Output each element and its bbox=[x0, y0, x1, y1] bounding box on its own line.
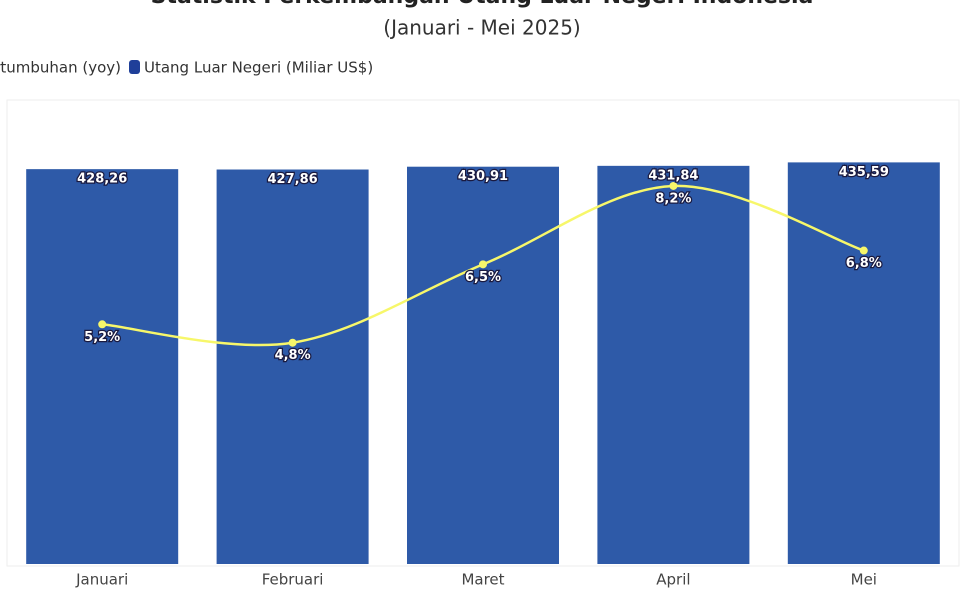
line-point bbox=[859, 246, 868, 255]
bar-value-label: 427,86 bbox=[268, 172, 318, 187]
line-point bbox=[288, 338, 297, 347]
chart-title: Statistik Perkembangan Utang Luar Negeri… bbox=[151, 0, 814, 9]
x-tick-label: Maret bbox=[461, 571, 504, 589]
chart-subtitle: (Januari - Mei 2025) bbox=[383, 16, 580, 40]
x-tick-label: April bbox=[656, 571, 690, 589]
legend-label: Utang Luar Negeri (Miliar US$) bbox=[144, 59, 373, 77]
bar bbox=[26, 169, 179, 564]
bar bbox=[407, 166, 559, 564]
bar-value-label: 431,84 bbox=[648, 168, 698, 183]
bar-value-label: 428,26 bbox=[77, 172, 127, 187]
bar bbox=[216, 169, 369, 565]
x-tick-label: Februari bbox=[262, 571, 324, 589]
line-point bbox=[669, 181, 678, 190]
line-value-label: 4,8% bbox=[275, 348, 311, 363]
line-value-label: 5,2% bbox=[84, 330, 120, 345]
bar-value-label: 435,59 bbox=[839, 165, 889, 180]
legend: Utang Luar Negeri (Miliar US$) Pertumbuha… bbox=[0, 59, 373, 77]
bar bbox=[787, 162, 940, 564]
legend-label: Pertumbuhan (yoy) bbox=[0, 59, 121, 77]
line-point bbox=[479, 260, 487, 269]
legend-swatch bbox=[129, 60, 140, 74]
line-value-label: 6,8% bbox=[846, 256, 882, 271]
bar bbox=[597, 165, 750, 565]
line-value-label: 8,2% bbox=[655, 191, 691, 206]
x-tick-label: Mei bbox=[851, 571, 877, 589]
bar-value-label: 430,91 bbox=[458, 169, 508, 184]
line-point bbox=[98, 320, 107, 329]
line-value-label: 6,5% bbox=[465, 270, 501, 285]
plot-frame bbox=[6, 99, 960, 567]
x-tick-label: Januari bbox=[75, 571, 128, 589]
